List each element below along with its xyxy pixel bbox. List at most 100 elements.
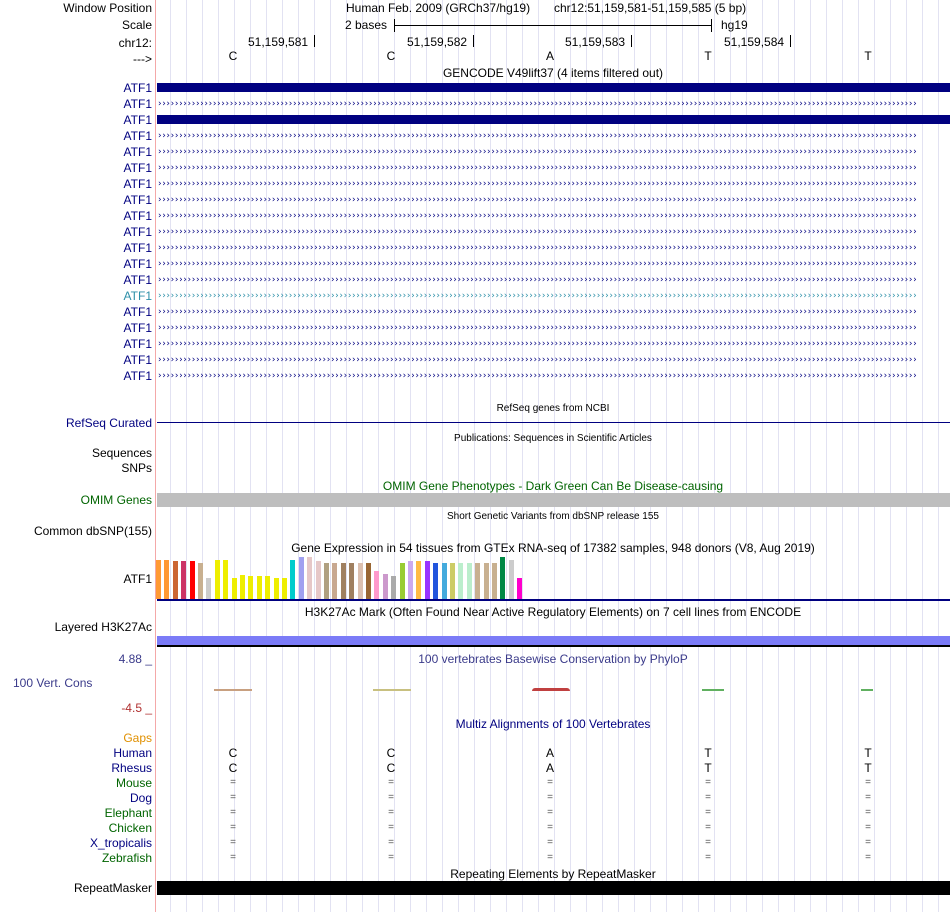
gencode-intron-arrows[interactable]: ››››››››››››››››››››››››››››››››››››››››… <box>157 164 918 173</box>
gtex-tissue-bar[interactable] <box>366 563 371 599</box>
h3k27ac-signal[interactable] <box>157 636 950 645</box>
publications-sequences-label[interactable]: Sequences <box>91 446 152 460</box>
gtex-tissue-bar[interactable] <box>374 571 380 599</box>
gtex-tissue-bar[interactable] <box>399 563 405 599</box>
gtex-tissue-bar[interactable] <box>214 560 220 599</box>
gencode-item-label[interactable]: ATF1 <box>123 177 152 191</box>
gencode-item-label[interactable]: ATF1 <box>123 321 152 335</box>
refseq-label[interactable]: RefSeq Curated <box>65 416 152 430</box>
gencode-intron-arrows[interactable]: ››››››››››››››››››››››››››››››››››››››››… <box>157 276 918 285</box>
gtex-tissue-bar[interactable] <box>189 561 195 599</box>
gtex-tissue-bar[interactable] <box>315 561 321 599</box>
repeatmasker-element[interactable] <box>157 881 950 895</box>
gtex-tissue-bar[interactable] <box>424 561 430 599</box>
gencode-item-label[interactable]: ATF1 <box>123 289 152 303</box>
gtex-tissue-bar[interactable] <box>172 561 178 599</box>
gencode-item-label[interactable]: ATF1 <box>123 81 152 95</box>
cons-label[interactable]: 100 Vert. Cons <box>13 676 93 690</box>
gencode-item-label[interactable]: ATF1 <box>123 241 152 255</box>
gencode-track-title[interactable]: GENCODE V49lift37 (4 items filtered out) <box>442 66 664 80</box>
gtex-tissue-bar[interactable] <box>391 576 397 599</box>
gencode-item-label[interactable]: ATF1 <box>123 273 152 287</box>
repeatmasker-label[interactable]: RepeatMasker <box>73 881 152 895</box>
gencode-item-label[interactable]: ATF1 <box>123 161 152 175</box>
publications-track-title[interactable]: Publications: Sequences in Scientific Ar… <box>454 433 652 444</box>
gtex-tissue-bar[interactable] <box>340 563 346 599</box>
gencode-intron-arrows[interactable]: ››››››››››››››››››››››››››››››››››››››››… <box>157 212 918 221</box>
gtex-tissue-bar[interactable] <box>441 563 447 599</box>
gtex-tissue-bar[interactable] <box>466 563 472 599</box>
gencode-item-label[interactable]: ATF1 <box>123 337 152 351</box>
position-text[interactable]: chr12:51,159,581-51,159,585 (5 bp) <box>554 1 747 15</box>
h3k27ac-track-title[interactable]: H3K27Ac Mark (Often Found Near Active Re… <box>304 605 802 619</box>
gtex-tissue-bar[interactable] <box>433 563 439 599</box>
refseq-intron-line[interactable] <box>157 422 950 423</box>
gtex-tissue-bar[interactable] <box>198 563 203 599</box>
gtex-tissue-bar[interactable] <box>156 560 161 599</box>
gencode-item-label[interactable]: ATF1 <box>123 369 152 383</box>
publications-snps-label[interactable]: SNPs <box>121 461 152 475</box>
gencode-item-label[interactable]: ATF1 <box>123 209 152 223</box>
gencode-item-label[interactable]: ATF1 <box>123 353 152 367</box>
gtex-tissue-bar[interactable] <box>500 557 506 599</box>
gencode-intron-arrows[interactable]: ››››››››››››››››››››››››››››››››››››››››… <box>157 372 918 381</box>
gtex-tissue-bar[interactable] <box>265 576 271 599</box>
gtex-tissue-bar[interactable] <box>324 563 329 599</box>
gencode-item-label[interactable]: ATF1 <box>123 145 152 159</box>
omim-label[interactable]: OMIM Genes <box>80 493 152 507</box>
gtex-tissue-bar[interactable] <box>382 574 388 599</box>
gtex-tissue-bar[interactable] <box>450 563 455 599</box>
gtex-tissue-bar[interactable] <box>492 563 497 599</box>
omim-gene-bar[interactable] <box>157 493 950 507</box>
gtex-tissue-bar[interactable] <box>206 578 212 599</box>
gtex-tissue-bar[interactable] <box>164 560 170 599</box>
gencode-intron-arrows[interactable]: ››››››››››››››››››››››››››››››››››››››››… <box>157 196 918 205</box>
gencode-item-label[interactable]: ATF1 <box>123 225 152 239</box>
gtex-tissue-bar[interactable] <box>307 557 313 599</box>
gtex-tissue-bar[interactable] <box>332 563 338 599</box>
gtex-tissue-bar[interactable] <box>248 576 254 599</box>
gtex-tissue-bar[interactable] <box>231 578 237 599</box>
omim-track-title[interactable]: OMIM Gene Phenotypes - Dark Green Can Be… <box>382 479 724 493</box>
gencode-item-label[interactable]: ATF1 <box>123 129 152 143</box>
refseq-track-title[interactable]: RefSeq genes from NCBI <box>496 403 610 414</box>
gencode-intron-arrows[interactable]: ››››››››››››››››››››››››››››››››››››››››… <box>157 356 918 365</box>
gencode-intron-arrows[interactable]: ››››››››››››››››››››››››››››››››››››››››… <box>157 180 918 189</box>
gtex-tissue-bar[interactable] <box>181 561 187 599</box>
gencode-exon-block[interactable] <box>157 83 950 92</box>
gtex-tissue-bar[interactable] <box>357 563 363 599</box>
gencode-exon-block[interactable] <box>157 115 950 124</box>
repeatmasker-track-title[interactable]: Repeating Elements by RepeatMasker <box>450 867 656 881</box>
gtex-track-title[interactable]: Gene Expression in 54 tissues from GTEx … <box>291 541 815 555</box>
gtex-tissue-bar[interactable] <box>475 563 481 599</box>
gtex-tissue-bar[interactable] <box>273 578 279 599</box>
cons-track-title[interactable]: 100 vertebrates Basewise Conservation by… <box>418 652 688 666</box>
gencode-item-label[interactable]: ATF1 <box>123 113 152 127</box>
gencode-item-label[interactable]: ATF1 <box>123 305 152 319</box>
gencode-intron-arrows[interactable]: ››››››››››››››››››››››››››››››››››››››››… <box>157 292 918 301</box>
gtex-tissue-bar[interactable] <box>240 575 245 599</box>
gencode-intron-arrows[interactable]: ››››››››››››››››››››››››››››››››››››››››… <box>157 324 918 333</box>
gtex-tissue-bar[interactable] <box>298 557 304 599</box>
gencode-intron-arrows[interactable]: ››››››››››››››››››››››››››››››››››››››››… <box>157 340 918 349</box>
gencode-intron-arrows[interactable]: ››››››››››››››››››››››››››››››››››››››››… <box>157 244 918 253</box>
gencode-intron-arrows[interactable]: ››››››››››››››››››››››››››››››››››››››››… <box>157 100 918 109</box>
dbsnp-track-title[interactable]: Short Genetic Variants from dbSNP releas… <box>447 511 659 522</box>
gtex-tissue-bar[interactable] <box>416 561 422 599</box>
gencode-item-label[interactable]: ATF1 <box>123 97 152 111</box>
gtex-tissue-bar[interactable] <box>223 560 229 599</box>
gencode-intron-arrows[interactable]: ››››››››››››››››››››››››››››››››››››››››… <box>157 260 918 269</box>
gencode-intron-arrows[interactable]: ››››››››››››››››››››››››››››››››››››››››… <box>157 132 918 141</box>
dbsnp-label[interactable]: Common dbSNP(155) <box>33 524 152 538</box>
gtex-gene-label[interactable]: ATF1 <box>123 572 152 586</box>
gtex-tissue-bar[interactable] <box>483 563 489 599</box>
gtex-tissue-bar[interactable] <box>508 560 514 599</box>
gtex-tissue-bar[interactable] <box>290 560 296 599</box>
gencode-item-label[interactable]: ATF1 <box>123 257 152 271</box>
gencode-item-label[interactable]: ATF1 <box>123 193 152 207</box>
h3k27ac-label[interactable]: Layered H3K27Ac <box>54 620 152 634</box>
gtex-tissue-bar[interactable] <box>458 563 464 599</box>
gtex-tissue-bar[interactable] <box>349 563 355 599</box>
gtex-tissue-bar[interactable] <box>408 561 413 599</box>
gencode-intron-arrows[interactable]: ››››››››››››››››››››››››››››››››››››››››… <box>157 148 918 157</box>
